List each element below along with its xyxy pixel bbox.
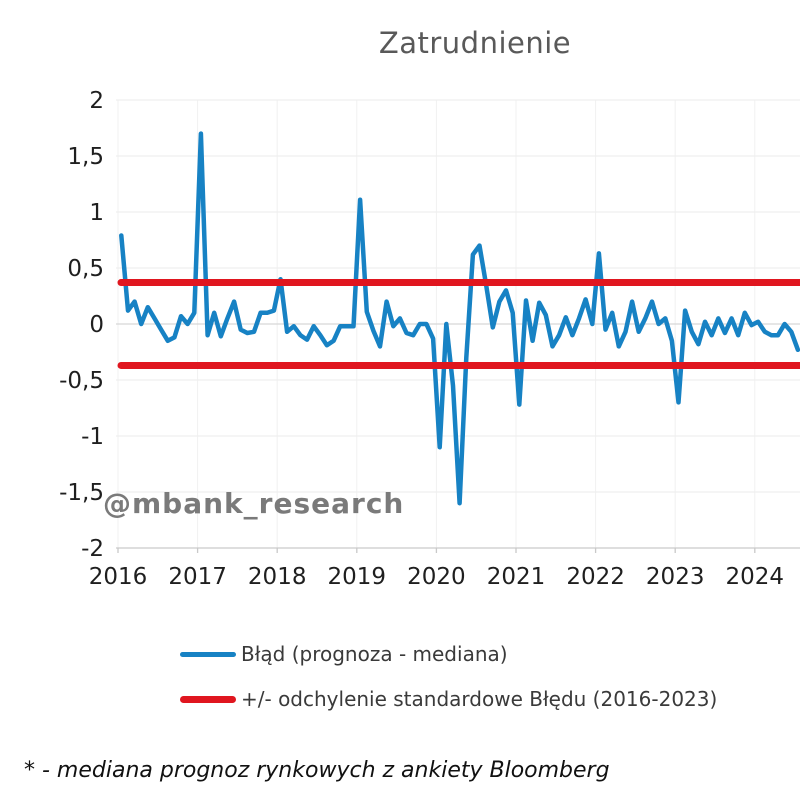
legend-line-stddev-icon	[180, 695, 236, 703]
y-tick-label: -1,5	[59, 480, 104, 506]
y-tick-label: 0	[89, 312, 104, 338]
footnote: * - mediana prognoz rynkowych z ankiety …	[24, 758, 610, 783]
y-tick-label: -1	[81, 424, 104, 450]
x-tick-label: 2019	[328, 564, 387, 590]
legend-item-error: Błąd (prognoza - mediana)	[180, 641, 800, 667]
y-tick-label: -0,5	[59, 368, 104, 394]
y-tick-label: 0,5	[67, 256, 104, 282]
legend-item-stddev: +/- odchylenie standardowe Błędu (2016-2…	[180, 686, 800, 712]
y-tick-label: -2	[81, 536, 104, 562]
x-tick-label: 2017	[168, 564, 227, 590]
x-tick-label: 2021	[487, 564, 546, 590]
x-tick-label: 2024	[726, 564, 785, 590]
error-line	[119, 131, 800, 506]
legend-label-error: Błąd (prognoza - mediana)	[241, 642, 508, 666]
y-tick-label: 2	[89, 88, 104, 114]
x-tick-label: 2018	[248, 564, 307, 590]
legend-line-error-icon	[180, 651, 236, 657]
x-tick-label: 2022	[566, 564, 625, 590]
x-tick-label: 2023	[646, 564, 705, 590]
x-tick-label: 2016	[89, 564, 148, 590]
x-tick-label: 2020	[407, 564, 466, 590]
chart-title: Zatrudnienie	[378, 26, 572, 60]
legend-label-stddev: +/- odchylenie standardowe Błędu (2016-2…	[241, 687, 718, 711]
y-tick-label: 1	[89, 200, 104, 226]
y-tick-label: 1,5	[67, 144, 104, 170]
watermark: @mbank_research	[103, 487, 405, 520]
chart-legend: Błąd (prognoza - mediana) +/- odchylenie…	[180, 641, 800, 731]
